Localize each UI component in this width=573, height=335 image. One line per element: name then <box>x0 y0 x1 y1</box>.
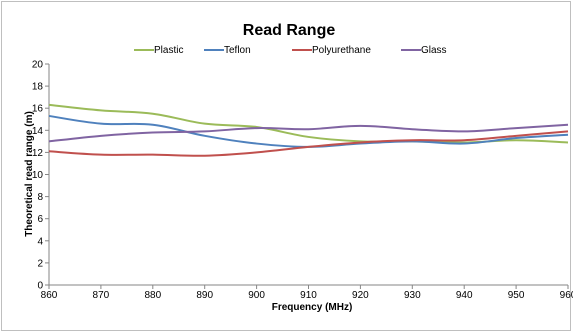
x-tick-label: 870 <box>93 290 110 301</box>
y-tick-label: 4 <box>37 236 43 247</box>
chart-title: Read Range <box>243 22 336 39</box>
legend-label-glass: Glass <box>421 45 447 56</box>
x-tick-label: 890 <box>196 290 213 301</box>
y-tick-label: 8 <box>37 192 43 203</box>
x-axis-title: Frequency (MHz) <box>272 302 353 313</box>
x-tick-label: 910 <box>300 290 317 301</box>
series-line-polyurethane <box>48 130 569 157</box>
y-tick-label: 0 <box>37 281 43 292</box>
x-tick-label: 950 <box>508 290 525 301</box>
legend-label-polyurethane: Polyurethane <box>312 45 371 56</box>
legend: Plastic Teflon Polyurethane Glass <box>134 45 447 56</box>
y-axis-title: Theoretical read range (m) <box>24 111 35 237</box>
y-tick-label: 12 <box>32 148 44 159</box>
series-line-glass <box>48 123 569 143</box>
y-tick-label: 16 <box>32 104 44 115</box>
x-tick-label: 920 <box>352 290 369 301</box>
axes: 0 2 4 6 8 10 12 14 16 18 20 860 870 880 890 900 910 920 93… <box>32 60 573 302</box>
y-tick-label: 6 <box>37 214 43 225</box>
y-tick-label: 18 <box>32 82 44 93</box>
x-tick-label: 960 <box>560 290 573 301</box>
x-tick-label: 900 <box>248 290 265 301</box>
series-group <box>48 103 569 157</box>
x-tick-label: 880 <box>144 290 161 301</box>
y-tick-label: 14 <box>32 126 44 137</box>
y-tick-label: 20 <box>32 60 44 71</box>
legend-label-teflon: Teflon <box>224 45 251 56</box>
x-tick-label: 930 <box>404 290 421 301</box>
x-tick-label: 940 <box>456 290 473 301</box>
legend-label-plastic: Plastic <box>154 45 183 56</box>
y-tick-label: 10 <box>32 170 44 181</box>
y-tick-label: 2 <box>37 258 43 269</box>
x-tick-label: 860 <box>41 290 58 301</box>
